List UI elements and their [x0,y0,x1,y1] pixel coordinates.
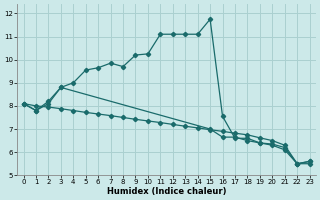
X-axis label: Humidex (Indice chaleur): Humidex (Indice chaleur) [107,187,226,196]
